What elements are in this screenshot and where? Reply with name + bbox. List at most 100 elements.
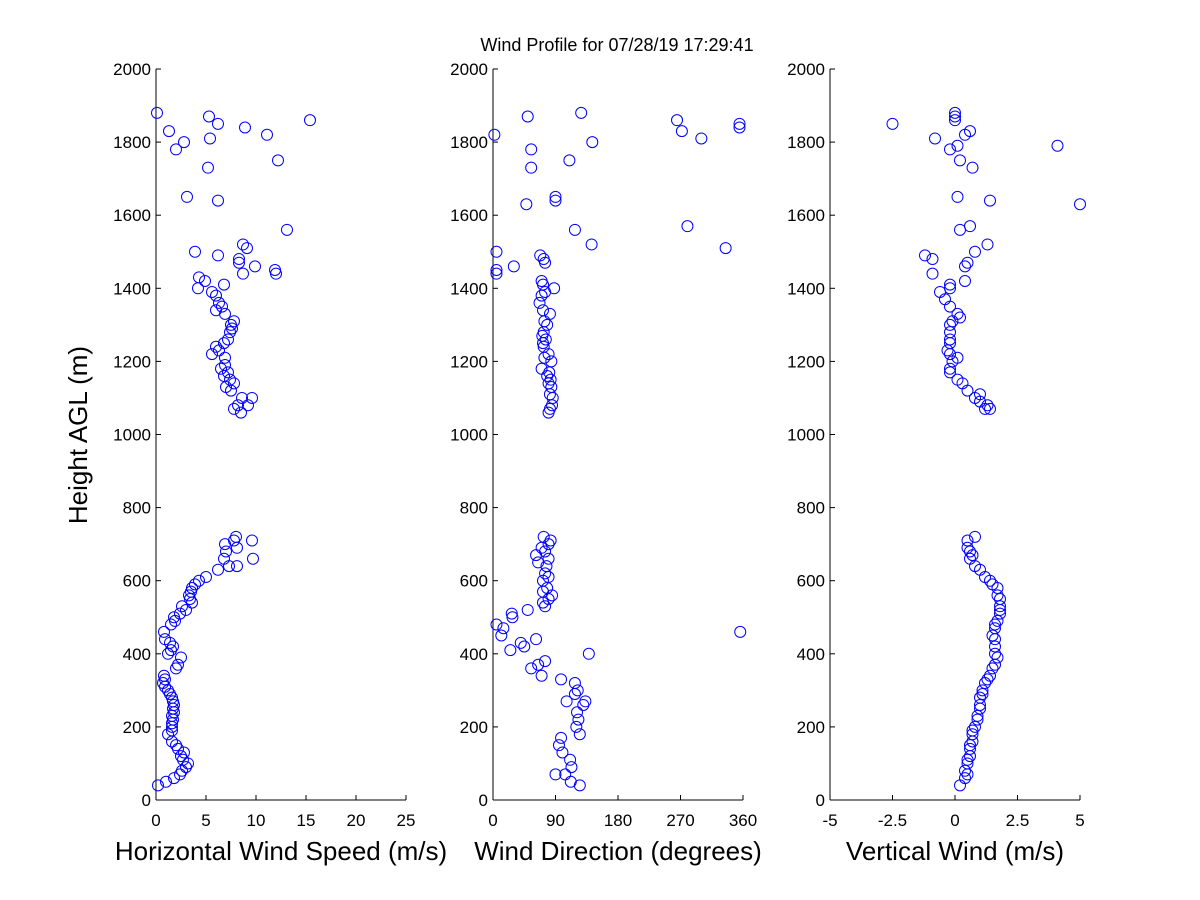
y-tick-label: 800 (460, 499, 488, 518)
data-point (579, 695, 592, 708)
data-point (218, 278, 230, 291)
data-point (270, 267, 282, 280)
data-point (215, 362, 227, 375)
data-point (218, 552, 230, 565)
data-point (212, 249, 224, 262)
data-point (994, 592, 1006, 605)
data-point (969, 530, 981, 543)
data-point (230, 530, 242, 543)
data-point (671, 114, 684, 127)
x-tick-label: 2.5 (1006, 811, 1030, 830)
data-point (219, 359, 231, 372)
panel-wind-direction: 0 200 400 600 800 1000 1200 1400 1600 1800 2000 0 90… (450, 60, 762, 866)
data-point (568, 688, 581, 701)
data-point (984, 194, 996, 207)
data-point (563, 154, 576, 167)
data-point (206, 348, 218, 361)
data-point (210, 340, 222, 353)
data-point (961, 541, 974, 554)
data-point (552, 739, 565, 752)
data-point (719, 242, 732, 255)
data-point (565, 761, 578, 774)
y-tick-label: 1800 (450, 133, 488, 152)
data-point (231, 541, 243, 554)
data-point (944, 326, 956, 339)
data-point (212, 117, 224, 130)
y-tick-label: 1000 (787, 426, 825, 445)
data-point (944, 282, 956, 295)
y-tick-label: 400 (123, 645, 151, 664)
data-point (247, 552, 259, 565)
y-tick-label: 400 (460, 645, 488, 664)
data-point (981, 399, 994, 412)
data-point (951, 373, 964, 386)
data-point (539, 333, 552, 346)
data-point (228, 315, 240, 328)
data-point (989, 647, 1001, 660)
data-point (192, 282, 204, 295)
data-point (959, 772, 971, 785)
data-point (160, 775, 172, 788)
data-point (540, 560, 553, 573)
data-point (974, 691, 986, 704)
data-point (204, 132, 216, 145)
data-point (172, 658, 184, 671)
data-point (220, 545, 232, 558)
data-point (222, 333, 234, 346)
data-point (971, 709, 984, 722)
data-point (546, 391, 559, 404)
data-point (984, 402, 996, 415)
data-point (976, 684, 989, 697)
data-point (216, 300, 228, 313)
y-tick-label: 1800 (113, 133, 151, 152)
x-tick-label: 15 (297, 811, 316, 830)
y-tick-label: 1600 (113, 206, 151, 225)
data-point (994, 600, 1006, 613)
y-tick-label: 0 (142, 791, 151, 810)
x-axis-label-vertical-wind: Vertical Wind (m/s) (846, 836, 1064, 866)
data-point (954, 311, 966, 324)
data-point (504, 644, 517, 657)
data-point (954, 779, 966, 792)
data-point (233, 256, 245, 269)
x-tick-label: 25 (397, 811, 416, 830)
chart-title: Wind Profile for 07/28/19 17:29:41 (480, 35, 753, 55)
x-tick-label: 270 (666, 811, 694, 830)
data-point (961, 753, 974, 766)
data-point (175, 651, 187, 664)
data-point (210, 304, 222, 317)
data-point (1074, 198, 1086, 211)
data-point (974, 698, 986, 711)
y-tick-label: 200 (460, 718, 488, 737)
data-point (532, 658, 545, 671)
data-point (949, 106, 961, 119)
data-point (162, 647, 174, 660)
data-point (222, 366, 234, 379)
data-point (976, 688, 989, 701)
data-point (525, 662, 538, 675)
data-point (159, 673, 171, 686)
data-point (165, 618, 177, 631)
data-point (549, 768, 562, 781)
data-point (186, 582, 198, 595)
y-axis-label: Height AGL (m) (63, 346, 93, 524)
data-point (537, 326, 550, 339)
data-point (944, 318, 956, 331)
data-point (219, 351, 231, 364)
data-point (989, 658, 1001, 671)
data-point (228, 377, 240, 390)
data-point (961, 757, 974, 770)
data-point (548, 282, 561, 295)
data-point (163, 125, 175, 138)
data-point (189, 578, 201, 591)
data-point (212, 194, 224, 207)
data-point (212, 563, 224, 576)
data-point (545, 380, 558, 393)
data-point (969, 245, 981, 258)
data-point (525, 161, 538, 174)
y-tick-label: 1600 (787, 206, 825, 225)
data-point (231, 560, 243, 573)
y-tick-label: 200 (123, 718, 151, 737)
data-point (986, 662, 999, 675)
data-point (544, 534, 557, 547)
